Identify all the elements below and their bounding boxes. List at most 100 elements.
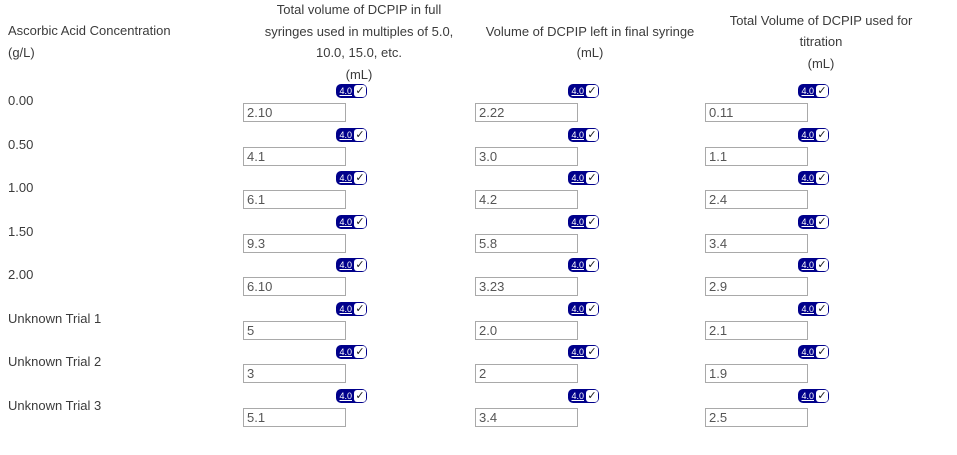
- score-value: 4.0: [339, 303, 352, 314]
- value-input[interactable]: [475, 103, 578, 122]
- value-input[interactable]: [475, 190, 578, 209]
- value-input[interactable]: [243, 277, 346, 296]
- score-value: 4.0: [801, 303, 814, 314]
- row-header-line: (g/L): [8, 45, 35, 60]
- table-cell: 4.0 ✓: [705, 388, 937, 433]
- score-value: 4.0: [571, 390, 584, 401]
- value-input[interactable]: [243, 146, 346, 166]
- row-label: 1.00: [8, 180, 34, 195]
- correct-checkbox[interactable]: ✓: [586, 172, 598, 184]
- correct-checkbox[interactable]: ✓: [354, 128, 366, 141]
- row-label: 1.50: [8, 223, 34, 239]
- value-input[interactable]: [705, 103, 808, 122]
- correct-checkbox[interactable]: ✓: [816, 85, 828, 97]
- correct-checkbox[interactable]: ✓: [586, 85, 598, 97]
- correct-checkbox[interactable]: ✓: [586, 346, 598, 358]
- correct-checkbox[interactable]: ✓: [816, 128, 828, 141]
- score-value: 4.0: [801, 260, 814, 270]
- score-badge: 4.0 ✓: [336, 171, 367, 185]
- correct-checkbox[interactable]: ✓: [354, 259, 366, 271]
- score-value: 4.0: [801, 129, 814, 140]
- score-value: 4.0: [571, 216, 584, 227]
- value-input[interactable]: [475, 233, 578, 253]
- score-badge: 4.0 ✓: [568, 171, 599, 185]
- correct-checkbox[interactable]: ✓: [354, 302, 366, 315]
- correct-checkbox[interactable]: ✓: [354, 389, 366, 402]
- score-value: 4.0: [339, 129, 352, 140]
- score-value: 4.0: [571, 303, 584, 314]
- correct-checkbox[interactable]: ✓: [586, 302, 598, 315]
- table-cell: 4.0 ✓: [243, 84, 475, 128]
- column-header-line: (mL): [345, 66, 373, 82]
- score-badge: 4.0 ✓: [568, 388, 599, 403]
- row-label: 0.50: [8, 136, 34, 152]
- score-badge: 4.0 ✓: [336, 84, 367, 98]
- score-badge: 4.0 ✓: [568, 301, 599, 316]
- value-input[interactable]: [243, 233, 346, 253]
- value-input[interactable]: [475, 277, 578, 296]
- score-badge: 4.0 ✓: [798, 301, 829, 316]
- score-badge: 4.0 ✓: [798, 388, 829, 403]
- row-label: Unknown Trial 2: [8, 354, 102, 369]
- score-badge: 4.0 ✓: [568, 84, 599, 98]
- correct-checkbox[interactable]: ✓: [816, 172, 828, 184]
- score-badge: 4.0 ✓: [336, 301, 367, 316]
- score-badge: 4.0 ✓: [798, 127, 829, 142]
- correct-checkbox[interactable]: ✓: [816, 259, 828, 271]
- correct-checkbox[interactable]: ✓: [586, 389, 598, 402]
- score-badge: 4.0 ✓: [336, 388, 367, 403]
- value-input[interactable]: [243, 364, 346, 383]
- correct-checkbox[interactable]: ✓: [816, 302, 828, 315]
- row-header-ascorbic-acid: Ascorbic Acid Concentration (g/L): [0, 0, 243, 84]
- score-value: 4.0: [801, 173, 814, 183]
- correct-checkbox[interactable]: ✓: [354, 346, 366, 358]
- score-badge: 4.0 ✓: [568, 214, 599, 229]
- titration-data-table: Ascorbic Acid Concentration (g/L) Total …: [0, 0, 937, 433]
- table-cell: 4.0 ✓: [475, 388, 705, 433]
- score-value: 4.0: [339, 173, 352, 183]
- value-input[interactable]: [705, 407, 808, 427]
- score-value: 4.0: [801, 216, 814, 227]
- value-input[interactable]: [243, 190, 346, 209]
- value-input[interactable]: [705, 146, 808, 166]
- correct-checkbox[interactable]: ✓: [816, 215, 828, 228]
- correct-checkbox[interactable]: ✓: [816, 346, 828, 358]
- column-header-line: Total Volume of DCPIP used for: [729, 12, 913, 28]
- value-input[interactable]: [475, 320, 578, 340]
- correct-checkbox[interactable]: ✓: [816, 389, 828, 402]
- correct-checkbox[interactable]: ✓: [586, 259, 598, 271]
- score-badge: 4.0 ✓: [798, 258, 829, 272]
- column-header-line: Volume of DCPIP left in final syringe: [485, 23, 695, 39]
- score-value: 4.0: [571, 129, 584, 140]
- row-label: 0.00: [8, 93, 34, 108]
- score-value: 4.0: [801, 86, 814, 96]
- score-badge: 4.0 ✓: [336, 345, 367, 359]
- table-cell: 4.0 ✓: [243, 214, 475, 259]
- value-input[interactable]: [475, 364, 578, 383]
- value-input[interactable]: [705, 190, 808, 209]
- value-input[interactable]: [243, 407, 346, 427]
- score-value: 4.0: [339, 347, 352, 357]
- value-input[interactable]: [475, 407, 578, 427]
- table-cell: 4.0 ✓: [475, 301, 705, 346]
- table-cell: 4.0 ✓: [243, 345, 475, 389]
- correct-checkbox[interactable]: ✓: [354, 172, 366, 184]
- value-input[interactable]: [475, 146, 578, 166]
- score-badge: 4.0 ✓: [336, 258, 367, 272]
- correct-checkbox[interactable]: ✓: [354, 215, 366, 228]
- table-cell: 4.0 ✓: [475, 214, 705, 259]
- value-input[interactable]: [705, 320, 808, 340]
- table-cell: 4.0 ✓: [243, 127, 475, 172]
- value-input[interactable]: [705, 233, 808, 253]
- correct-checkbox[interactable]: ✓: [354, 85, 366, 97]
- value-input[interactable]: [243, 320, 346, 340]
- value-input[interactable]: [705, 364, 808, 383]
- correct-checkbox[interactable]: ✓: [586, 128, 598, 141]
- score-badge: 4.0 ✓: [798, 345, 829, 359]
- value-input[interactable]: [243, 103, 346, 122]
- value-input[interactable]: [705, 277, 808, 296]
- correct-checkbox[interactable]: ✓: [586, 215, 598, 228]
- column-header-line: titration: [799, 34, 843, 50]
- score-value: 4.0: [801, 390, 814, 401]
- score-badge: 4.0 ✓: [336, 214, 367, 229]
